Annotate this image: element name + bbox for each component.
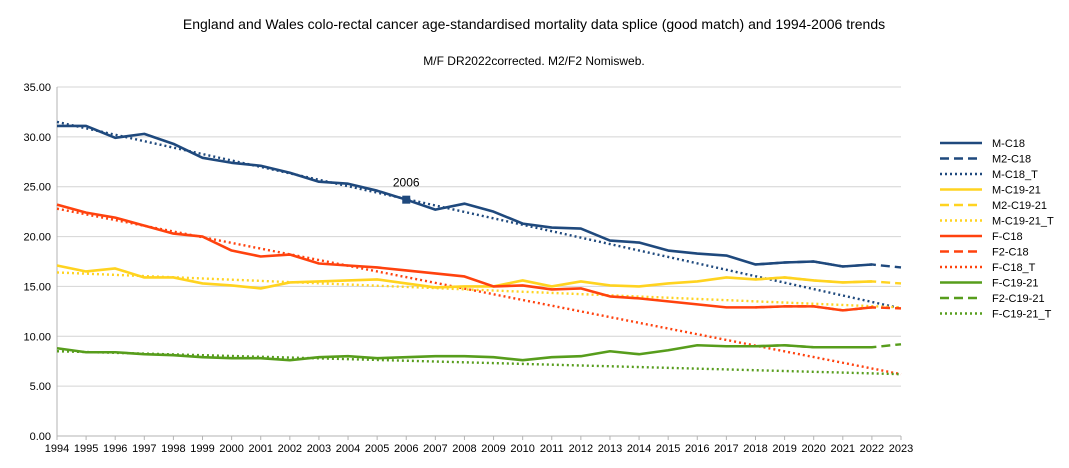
series-line-m-c18 xyxy=(57,124,872,268)
gridlines xyxy=(56,86,901,437)
legend-label-m-c18: M-C18 xyxy=(992,138,1025,150)
x-tick-label: 2014 xyxy=(627,443,651,455)
legend: M-C18 M2-C18 M-C18_T M-C19-21 M2-C19-21 M-C19… xyxy=(940,138,1054,321)
legend-label-m-c19-21: M-C19-21 xyxy=(992,185,1041,197)
annotation-marker xyxy=(402,195,411,204)
series-line-m-c19-21-t xyxy=(56,271,902,309)
x-tick-label: 1996 xyxy=(103,443,127,455)
x-tick-label: 2001 xyxy=(248,443,272,455)
x-tick-label: 1995 xyxy=(74,443,98,455)
y-tick-label: 20.00 xyxy=(23,232,51,244)
x-tick-label: 2004 xyxy=(336,443,360,455)
x-axis-ticks: 1994 1995 1996 1997 1998 1999 2000 2001 2002 2003… xyxy=(45,436,913,455)
series-line-m-c18-t xyxy=(56,120,902,310)
x-tick-label: 2015 xyxy=(656,443,680,455)
x-tick-label: 2021 xyxy=(831,443,855,455)
x-tick-label: 2016 xyxy=(685,443,709,455)
series-line-f-c19-21 xyxy=(56,343,872,362)
annotation: 2006 xyxy=(393,176,420,204)
legend-label-m-c18-t: M-C18_T xyxy=(992,169,1038,181)
x-tick-label: 2000 xyxy=(219,443,243,455)
chart-subtitle: M/F DR2022corrected. M2/F2 Nomisweb. xyxy=(423,54,644,68)
x-tick-label: 2012 xyxy=(569,443,593,455)
annotation-label: 2006 xyxy=(393,176,420,190)
x-tick-label: 1994 xyxy=(45,443,69,455)
x-tick-label: 2009 xyxy=(481,443,505,455)
y-axis-ticks: 0.00 5.00 10.00 15.00 20.00 25.00 30.00 35.00 xyxy=(23,82,51,443)
x-tick-label: 2007 xyxy=(423,443,447,455)
y-tick-label: 0.00 xyxy=(30,431,51,443)
series-line-m-c19-21 xyxy=(56,264,872,290)
x-tick-label: 1998 xyxy=(161,443,185,455)
x-tick-label: 2018 xyxy=(743,443,767,455)
x-tick-label: 2022 xyxy=(860,443,884,455)
legend-label-m-c19-21-t: M-C19-21_T xyxy=(992,216,1054,228)
x-tick-label: 2005 xyxy=(365,443,389,455)
legend-label-f2-c19-21: F2-C19-21 xyxy=(992,293,1045,305)
x-tick-label: 2013 xyxy=(598,443,622,455)
x-tick-label: 2019 xyxy=(772,443,796,455)
x-tick-label: 2011 xyxy=(540,443,564,455)
x-tick-label: 2008 xyxy=(452,443,476,455)
legend-label-f-c18-t: F-C18_T xyxy=(992,262,1036,274)
x-tick-label: 2006 xyxy=(394,443,418,455)
legend-label-f-c19-21-t: F-C19-21_T xyxy=(992,309,1052,321)
legend-label-f-c19-21: F-C19-21 xyxy=(992,278,1038,290)
legend-label-m2-c18: M2-C18 xyxy=(992,154,1031,166)
y-tick-label: 10.00 xyxy=(23,331,51,343)
y-tick-label: 5.00 xyxy=(30,381,51,393)
x-tick-label: 2002 xyxy=(278,443,302,455)
x-tick-label: 2023 xyxy=(889,443,913,455)
x-tick-label: 2010 xyxy=(510,443,534,455)
x-tick-label: 2003 xyxy=(307,443,331,455)
series-line-f-c19-21-t xyxy=(56,350,902,376)
x-tick-label: 2017 xyxy=(714,443,738,455)
x-tick-label: 1999 xyxy=(190,443,214,455)
plot-area xyxy=(56,120,902,376)
x-tick-label: 2020 xyxy=(801,443,825,455)
series-line-f-c18 xyxy=(56,203,873,312)
legend-label-f-c18: F-C18 xyxy=(992,231,1023,243)
y-tick-label: 15.00 xyxy=(23,281,51,293)
x-tick-label: 1997 xyxy=(132,443,156,455)
y-tick-label: 30.00 xyxy=(23,132,51,144)
legend-label-f2-c18: F2-C18 xyxy=(992,247,1029,259)
chart-title: England and Wales colo-rectal cancer age… xyxy=(183,16,885,32)
y-tick-label: 35.00 xyxy=(23,82,51,94)
y-tick-label: 25.00 xyxy=(23,182,51,194)
legend-label-m2-c19-21: M2-C19-21 xyxy=(992,200,1047,212)
